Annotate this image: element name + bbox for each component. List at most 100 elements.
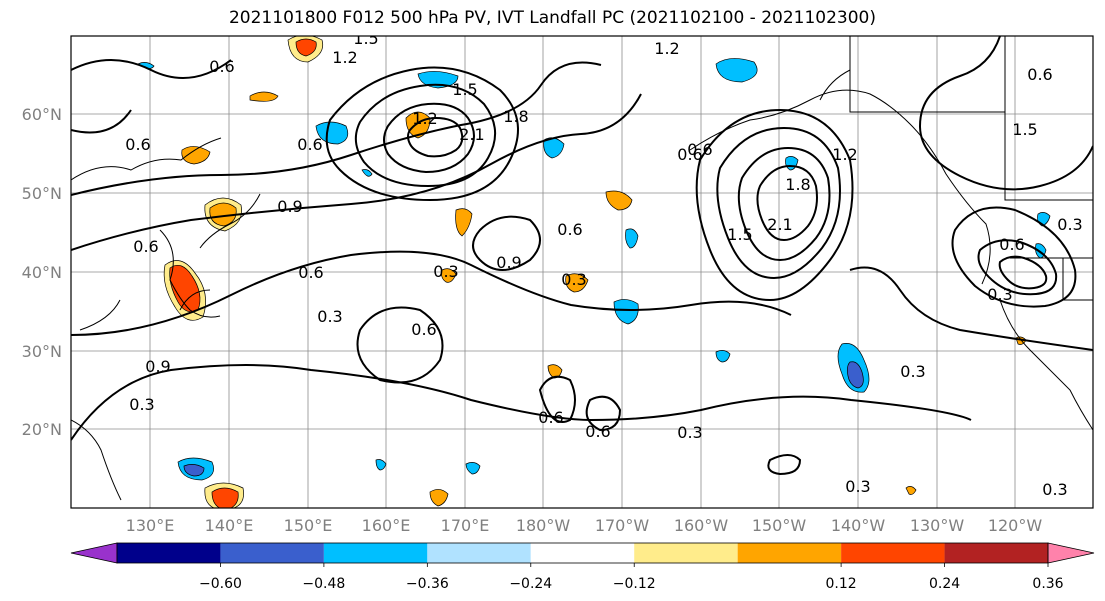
longitude-labels: 130°E 140°E 150°E 160°E 170°E 180°W 170°W 160°W… xyxy=(126,516,1043,535)
longitude-label: 180°W xyxy=(516,516,571,535)
contour-label: 1.5 xyxy=(452,80,477,99)
positive-anomaly xyxy=(455,208,473,237)
contour-label: 0.3 xyxy=(561,270,586,289)
contour-label: 0.3 xyxy=(317,307,342,326)
longitude-label: 150°W xyxy=(752,516,807,535)
negative-anomaly xyxy=(846,361,864,389)
colorbar-segment xyxy=(117,543,221,563)
colorbar-tick-label: 0.24 xyxy=(929,576,960,592)
contour-label: 1.2 xyxy=(412,109,437,128)
longitude-label: 150°E xyxy=(284,516,333,535)
contour-labels: 1.51.2 1.20.90.60.60.61.51.2 1.82.10.90.60… xyxy=(125,36,1082,499)
contour-label: 2.1 xyxy=(459,125,484,144)
colorbar-tick-label: −0.24 xyxy=(509,576,552,592)
contour-label: 0.6 xyxy=(557,220,582,239)
positive-anomaly xyxy=(249,91,279,102)
contour-label: 0.9 xyxy=(277,197,302,216)
contour-label: 0.3 xyxy=(987,285,1012,304)
negative-anomaly xyxy=(715,350,731,363)
colorbar-segment xyxy=(944,543,1048,563)
contour-label: 2.1 xyxy=(767,215,792,234)
longitude-label: 120°W xyxy=(988,516,1043,535)
positive-anomaly xyxy=(565,273,589,293)
colorbar-segment xyxy=(220,543,324,563)
positive-anomaly xyxy=(905,486,917,495)
contour-label: 0.6 xyxy=(411,320,436,339)
contour-label: 0.6 xyxy=(999,235,1024,254)
longitude-label: 130°W xyxy=(910,516,965,535)
latitude-label: 60°N xyxy=(22,105,62,124)
contour-label: 0.6 xyxy=(133,237,158,256)
contour-label: 0.6 xyxy=(298,263,323,282)
longitude-label: 170°E xyxy=(441,516,490,535)
contour-label: 1.5 xyxy=(1012,120,1037,139)
latitude-label: 20°N xyxy=(22,420,62,439)
contour-label: 1.2 xyxy=(832,145,857,164)
contour-label: 0.6 xyxy=(585,422,610,441)
contour-label: 1.2 xyxy=(332,48,357,67)
negative-anomaly xyxy=(361,169,373,177)
longitude-label: 130°E xyxy=(126,516,175,535)
map-title: 2021101800 F012 500 hPa PV, IVT Landfall… xyxy=(228,8,876,28)
colorbar-segment xyxy=(427,543,531,563)
contour-label: 0.3 xyxy=(1042,480,1067,499)
negative-anomaly xyxy=(715,58,758,83)
contour-label: 0.6 xyxy=(297,135,322,154)
colorbar-segment xyxy=(530,543,635,563)
contour-label: 0.3 xyxy=(1057,215,1082,234)
contour-label: 0.3 xyxy=(900,362,925,381)
longitude-label: 140°E xyxy=(205,516,254,535)
contour-label: 0.3 xyxy=(433,262,458,281)
longitude-label: 140°W xyxy=(831,516,886,535)
colorbar-segment xyxy=(634,543,738,563)
latitude-label: 50°N xyxy=(22,184,62,203)
longitude-label: 160°E xyxy=(362,516,411,535)
colorbar-segment xyxy=(841,543,945,563)
contour-label: 1.5 xyxy=(727,225,752,244)
negative-anomaly xyxy=(613,299,639,325)
contour-label: 0.3 xyxy=(129,395,154,414)
negative-anomaly xyxy=(417,71,459,89)
contour-label: 0.3 xyxy=(845,477,870,496)
longitude-label: 170°W xyxy=(595,516,650,535)
negative-anomaly xyxy=(625,228,639,249)
colorbar: −0.60−0.48−0.36−0.24−0.120.120.240.360.4… xyxy=(70,542,1095,592)
positive-anomaly xyxy=(441,268,457,283)
shaded-anomaly-fields xyxy=(137,36,1051,508)
colorbar-tick-label: 0.12 xyxy=(826,576,857,592)
colorbar-tick-label: 0.36 xyxy=(1032,576,1063,592)
contour-label: 0.6 xyxy=(1027,65,1052,84)
contour-label: 0.9 xyxy=(145,357,170,376)
positive-anomaly xyxy=(295,38,317,57)
contour-label: 1.2 xyxy=(654,39,679,58)
contour-label: 0.6 xyxy=(677,145,702,164)
colorbar-extend-high xyxy=(1047,542,1095,564)
positive-anomaly xyxy=(605,190,633,211)
negative-anomaly xyxy=(465,462,481,475)
contour-label: 0.6 xyxy=(687,140,712,159)
latitude-labels: 60°N 50°N 40°N 30°N 20°N xyxy=(22,105,62,439)
contour-label: 1.8 xyxy=(503,107,528,126)
colorbar-extend-low xyxy=(70,542,118,564)
positive-anomaly xyxy=(209,202,237,227)
latitude-label: 40°N xyxy=(22,263,62,282)
negative-anomaly xyxy=(183,464,205,477)
map-frame xyxy=(70,35,1094,509)
colorbar-tick-label: −0.60 xyxy=(199,576,242,592)
positive-anomaly xyxy=(211,487,239,508)
positive-anomaly xyxy=(429,489,449,507)
contour-label: 0.3 xyxy=(677,423,702,442)
colorbar-segment xyxy=(737,543,842,563)
contour-label: 0.6 xyxy=(125,135,150,154)
contour-label: 0.9 xyxy=(496,253,521,272)
colorbar-tick-label: −0.36 xyxy=(406,576,449,592)
colorbar-tick-label: −0.48 xyxy=(302,576,345,592)
contour-label: 1.8 xyxy=(785,175,810,194)
colorbar-segment xyxy=(323,543,428,563)
pv-contours xyxy=(71,36,1093,476)
colorbar-tick-label: −0.12 xyxy=(613,576,656,592)
negative-anomaly xyxy=(315,121,349,145)
latitude-label: 30°N xyxy=(22,342,62,361)
contour-label: 0.6 xyxy=(538,408,563,427)
